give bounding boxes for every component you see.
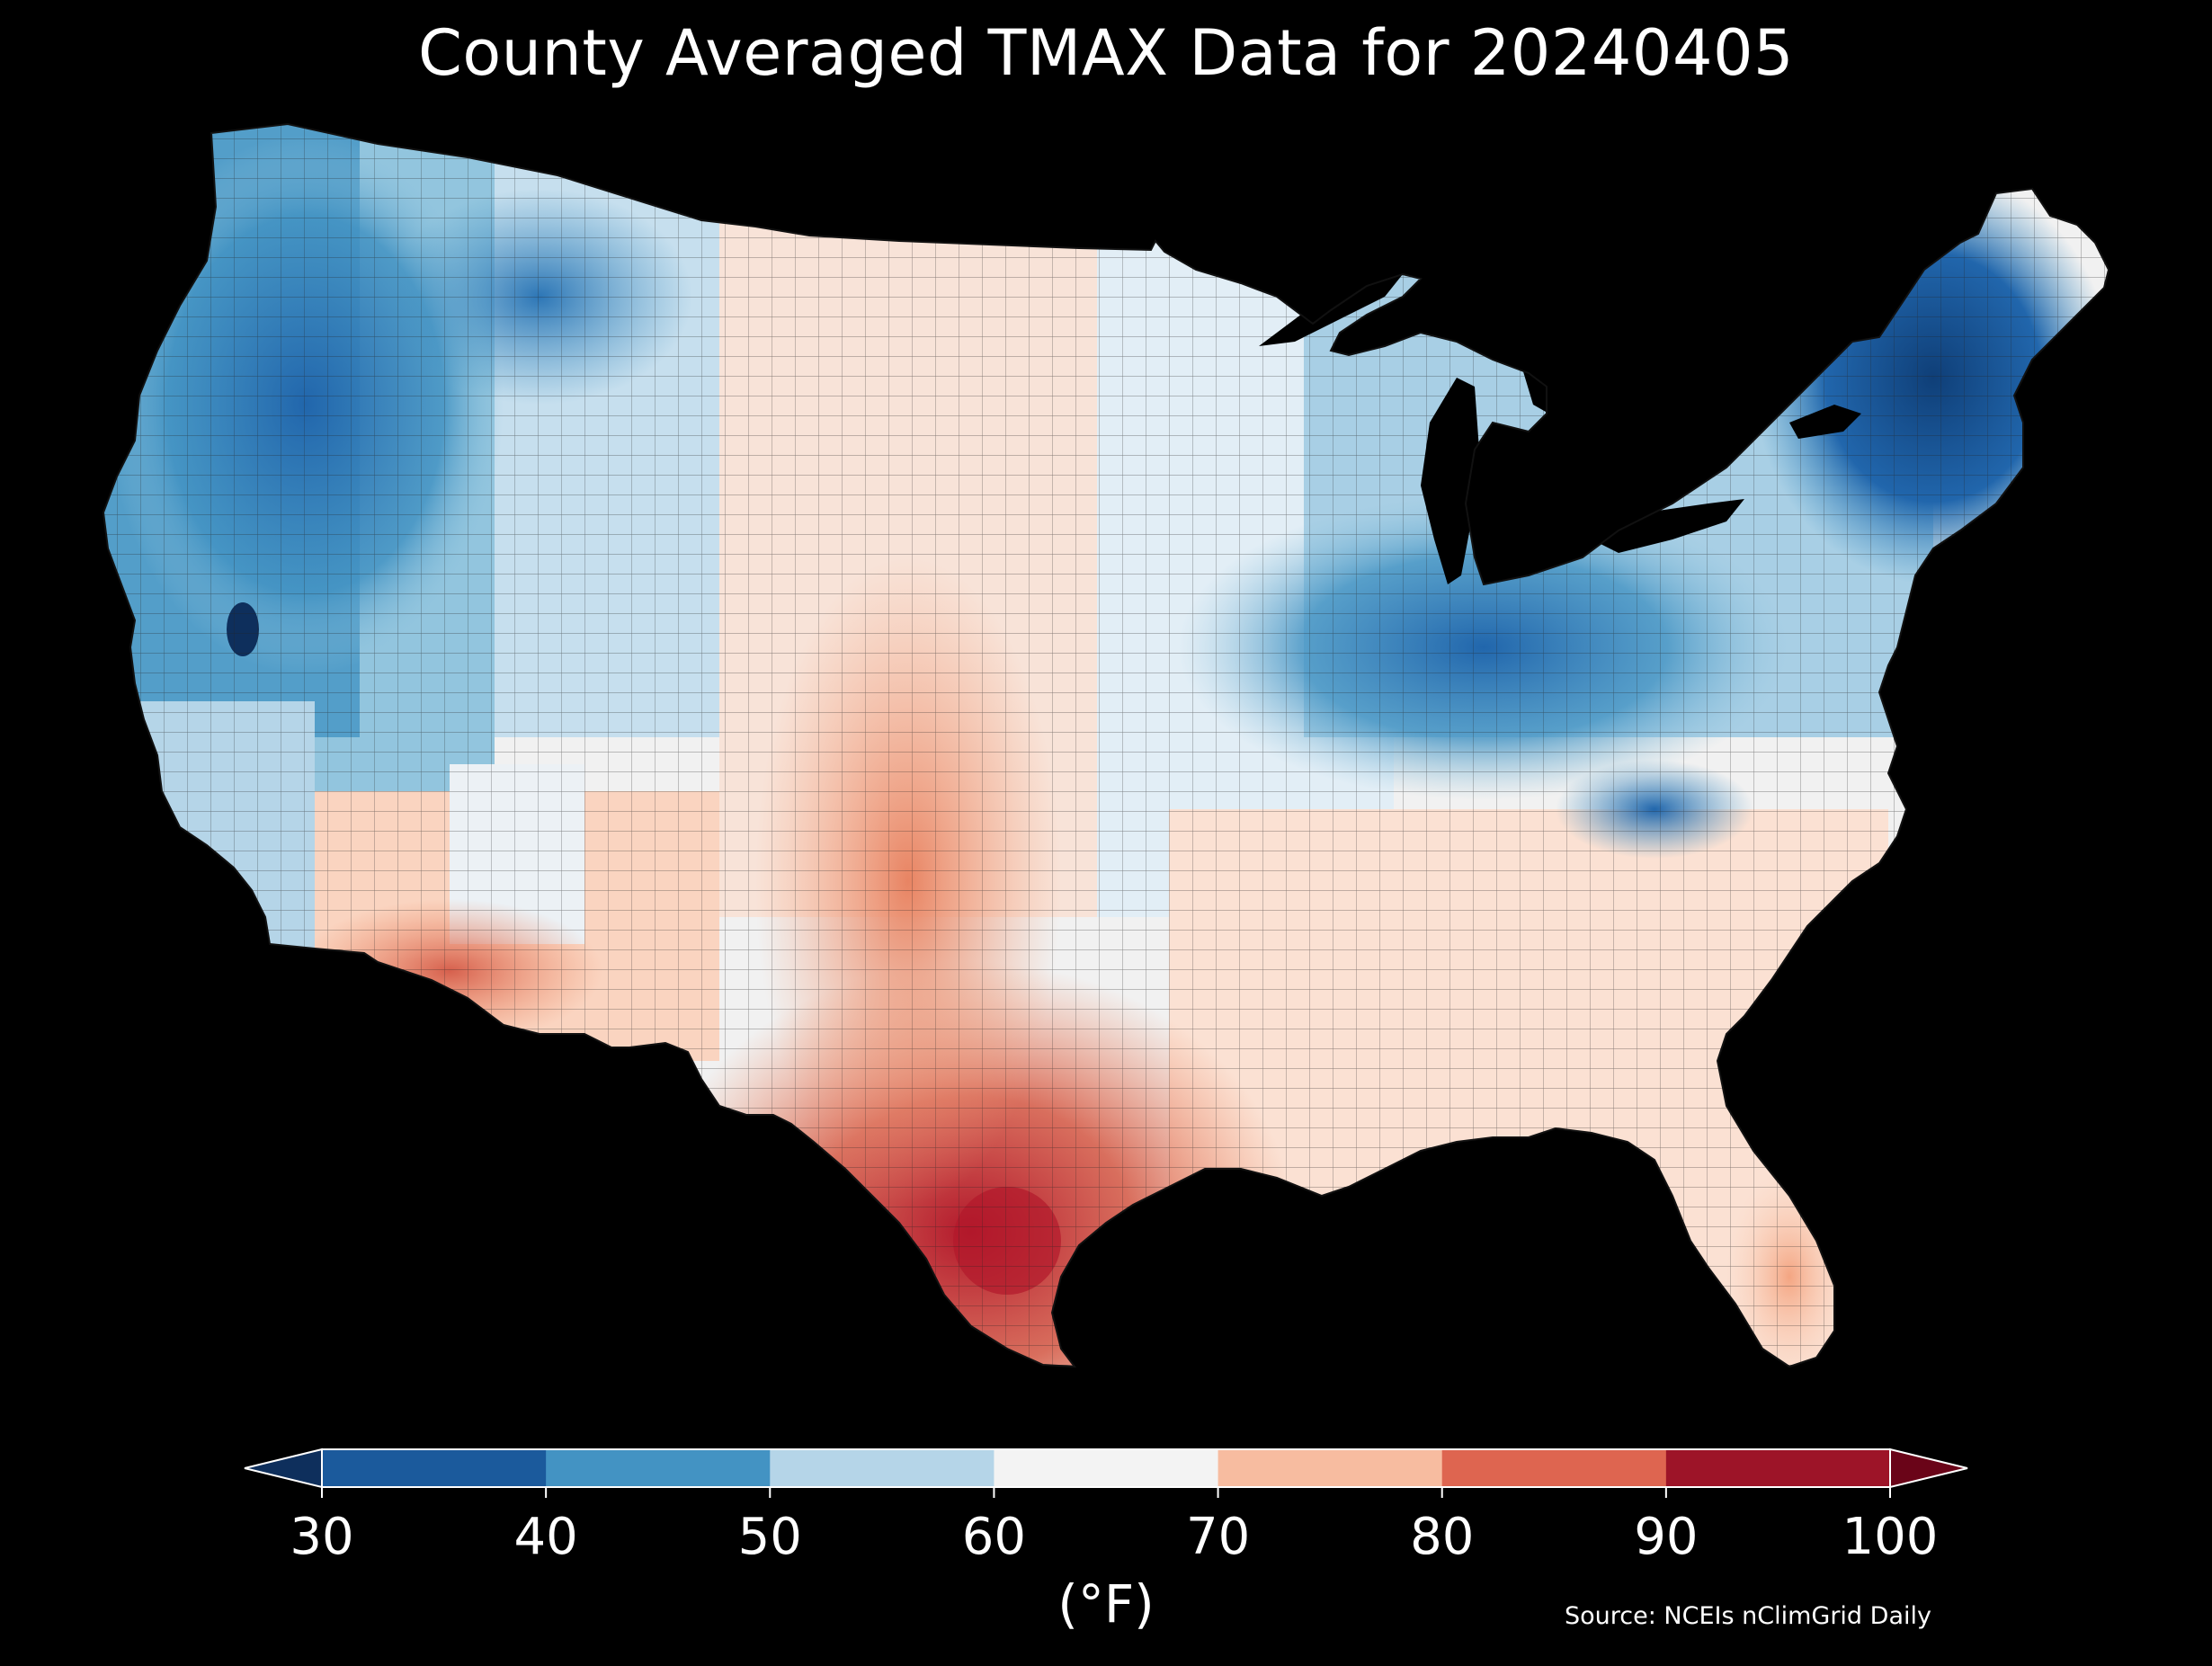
colorbar-over-arrow <box>1889 1448 1968 1489</box>
colorbar-tick-label: 50 <box>738 1508 802 1566</box>
colorbar-tick-label: 40 <box>514 1508 578 1566</box>
colorbar-unit-label: (°F) <box>1057 1573 1155 1635</box>
colorbar-tick-label: 60 <box>962 1508 1026 1566</box>
colorbar-tick-label: 30 <box>290 1508 353 1566</box>
colorbar-bin <box>1441 1449 1667 1487</box>
colorbar-tick-label: 80 <box>1410 1508 1474 1566</box>
colorbar-bin <box>770 1449 995 1487</box>
colorbar-tick-label: 70 <box>1186 1508 1250 1566</box>
colorbar-under-arrow <box>244 1448 323 1489</box>
colorbar-tick-label: 90 <box>1634 1508 1698 1566</box>
source-credit: Source: NCEIs nClimGrid Daily <box>1565 1602 1931 1630</box>
colorbar-frame <box>321 1448 1891 1488</box>
county-fill-layer <box>103 124 2109 1367</box>
colorbar-bin <box>994 1449 1219 1487</box>
us-outline <box>102 122 2110 1368</box>
colorbar: 30 40 50 60 70 80 90 100 <box>244 1448 1968 1566</box>
colorbar-bin <box>1217 1449 1443 1487</box>
colorbar-bin <box>322 1449 547 1487</box>
colorbar-bin <box>1665 1449 1891 1487</box>
colorbar-bin <box>546 1449 771 1487</box>
colorbar-tick-label: 100 <box>1842 1508 1939 1566</box>
map-title: County Averaged TMAX Data for 20240405 <box>417 16 1795 90</box>
